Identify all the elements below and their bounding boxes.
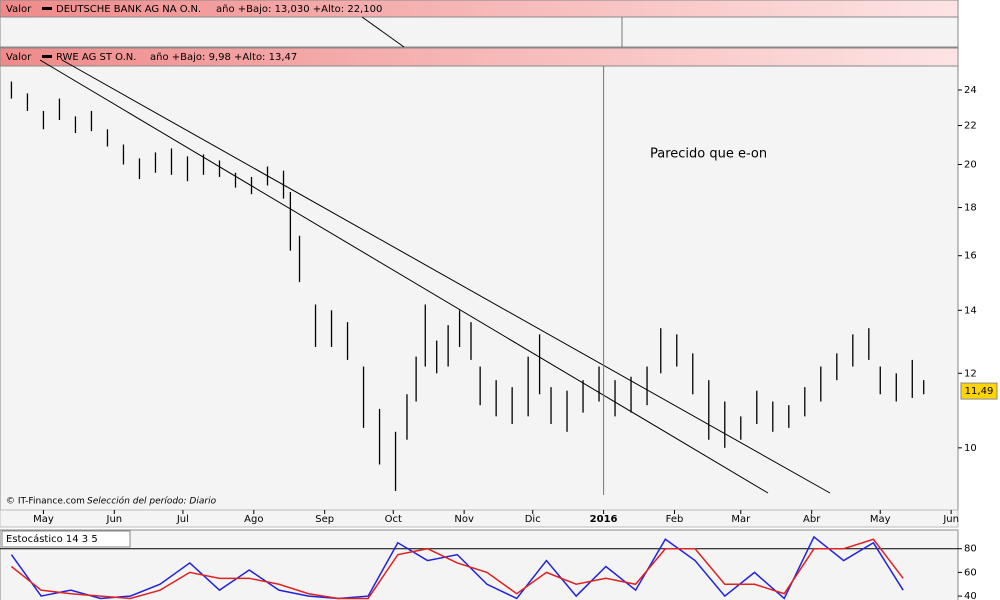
last-value-label: 11,49 [965,386,994,397]
panel-range: año +Bajo: 9,98 +Alto: 13,47 [150,52,297,63]
x-tick-label: 2016 [590,514,618,525]
panel-label: Valor [6,52,32,63]
y-tick-label: 80 [964,544,977,555]
stochastic-line [10,538,904,600]
x-tick-label: Oct [385,514,402,525]
y-tick-label: 10 [964,443,977,454]
x-tick-label: Jun [106,514,123,525]
y-tick-label: 40 [964,591,977,600]
y-tick-label: 14 [964,305,977,316]
stochastic-line [10,535,904,600]
plot-area [0,65,959,511]
last-value-box [960,382,998,400]
plot-area [0,529,959,600]
credit: © IT-Finance.com [6,497,85,507]
y-tick-label: 12 [964,368,977,379]
x-tick-label: Jun [942,514,959,525]
x-tick-label: Abr [803,514,821,525]
x-tick-label: May [870,514,891,525]
x-tick-label: May [33,514,54,525]
panel-name: RWE AG ST O.N. [56,52,136,63]
legend-swatch [42,7,52,10]
x-axis-strip [0,509,959,528]
panel-name: DEUTSCHE BANK AG NA O.N. [56,4,201,15]
x-tick-label: Nov [454,514,474,525]
y-tick-label: 60 [964,567,977,578]
x-tick-label: Feb [666,514,684,525]
panel [0,16,959,48]
panel-label: Valor [6,4,32,15]
y-tick-label: 24 [964,85,977,96]
panel-header [0,47,959,67]
trend-line [39,59,769,494]
x-tick-label: Mar [731,514,751,525]
annotation: Parecido que e-on [650,147,767,162]
period: Selección del período: Diario [87,496,217,507]
x-tick-label: Jul [176,514,189,525]
y-tick-label: 16 [964,251,977,262]
y-tick-label: 18 [964,203,977,214]
panel-header [1,530,131,548]
panel-label: Estocástico 14 3 5 [6,533,98,545]
legend-swatch [42,55,52,58]
y-tick-label: 20 [964,160,977,171]
trend-line [61,59,831,494]
panel-range: año +Bajo: 13,030 +Alto: 22,100 [216,4,382,15]
x-tick-label: Dic [525,514,541,525]
trend-line [361,16,405,48]
y-tick-label: 22 [964,121,977,132]
x-tick-label: Sep [315,514,334,525]
x-tick-label: Ago [244,514,263,525]
